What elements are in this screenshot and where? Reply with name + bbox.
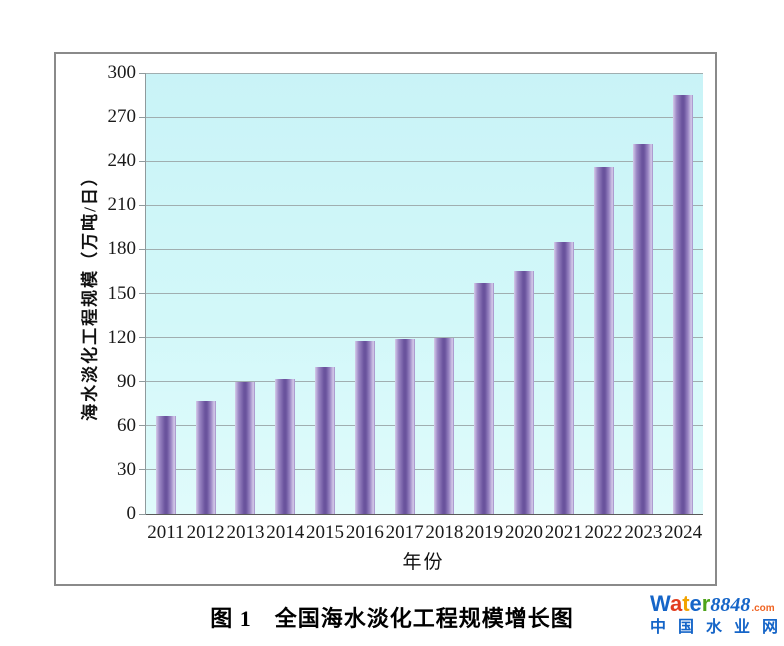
x-tick-label-2024: 2024 xyxy=(664,522,703,543)
bar-2023 xyxy=(633,143,654,514)
y-axis-tick-60 xyxy=(139,425,146,427)
x-tick-label-2021: 2021 xyxy=(544,522,583,543)
watermark-brand-word: Water xyxy=(650,592,710,616)
bar-2018 xyxy=(434,337,455,514)
y-tick-label-180: 180 xyxy=(107,238,137,260)
y-axis-tick-240 xyxy=(139,160,146,162)
y-axis-tick-120 xyxy=(139,337,146,339)
x-tick-label-2016: 2016 xyxy=(345,522,384,543)
gridline-270 xyxy=(146,116,703,118)
watermark-letter-t: t xyxy=(682,591,690,616)
y-tick-label-240: 240 xyxy=(107,150,137,172)
y-tick-label-300: 300 xyxy=(107,62,137,83)
gridline-210 xyxy=(146,204,703,206)
bar-2020 xyxy=(513,271,534,514)
bar-2022 xyxy=(593,167,614,514)
bar-2013 xyxy=(235,381,256,514)
watermark-letter-r: r xyxy=(701,591,711,616)
watermark-subtitle-char: 网 xyxy=(761,619,778,636)
x-tick-label-2015: 2015 xyxy=(306,522,345,543)
bar-2012 xyxy=(195,400,216,514)
gridline-240 xyxy=(146,160,703,162)
bar-2011 xyxy=(155,415,176,514)
x-tick-label-2020: 2020 xyxy=(504,522,543,543)
x-tick-label-2018: 2018 xyxy=(425,522,464,543)
watermark-subtitle: 中国水业网 xyxy=(650,619,778,637)
bar-2014 xyxy=(275,378,296,514)
gridline-90 xyxy=(146,381,703,383)
gridline-150 xyxy=(146,293,703,294)
bar-2021 xyxy=(553,242,574,514)
chart-frame: 海水淡化工程规模（万吨/日） 0 30 60 90 120 150 180 210 240 270… xyxy=(54,52,717,586)
x-axis-labels: 2011 2012 2013 2014 2015 2016 2017 2018 2019 2020… xyxy=(146,522,703,546)
y-tick-label-270: 270 xyxy=(107,106,137,128)
gridline-30 xyxy=(146,469,703,471)
bar-2024 xyxy=(673,95,694,514)
watermark-subtitle-char: 水 xyxy=(705,619,722,636)
figure-caption: 图 1 全国海水淡化工程规模增长图 xyxy=(210,606,574,631)
y-axis-tick-300 xyxy=(139,72,146,74)
x-axis-title: 年份 xyxy=(402,552,445,573)
y-axis-tick-30 xyxy=(139,469,146,471)
x-tick-label-2014: 2014 xyxy=(266,522,305,543)
y-axis-tick-90 xyxy=(139,381,146,383)
y-tick-label-60: 60 xyxy=(117,414,136,436)
watermark-letter-W: W xyxy=(650,591,670,616)
watermark-brand: Water 8848 .com xyxy=(650,592,782,617)
y-tick-label-30: 30 xyxy=(117,458,136,480)
y-axis-tick-150 xyxy=(139,293,146,294)
watermark-letter-e: e xyxy=(689,591,702,616)
gridline-60 xyxy=(146,425,703,427)
y-tick-label-120: 120 xyxy=(107,326,137,348)
y-axis-tick-210 xyxy=(139,204,146,206)
x-tick-label-2022: 2022 xyxy=(584,522,623,543)
gridline-120 xyxy=(146,337,703,339)
bar-2019 xyxy=(474,283,495,514)
y-axis-tick-180 xyxy=(139,248,146,250)
plot-area: 0 30 60 90 120 150 180 210 240 270 300 2011 2012 2013… xyxy=(108,62,703,543)
y-tick-label-90: 90 xyxy=(117,370,136,392)
watermark-brand-tld: .com xyxy=(751,603,775,614)
gridline-300 xyxy=(146,72,703,74)
gridline-180 xyxy=(146,248,703,250)
watermark-subtitle-char: 业 xyxy=(733,619,750,636)
y-tick-label-0: 0 xyxy=(126,503,137,524)
watermark-subtitle-char: 国 xyxy=(677,619,694,636)
y-axis-tick-0 xyxy=(139,513,146,515)
bar-2017 xyxy=(394,339,415,514)
watermark-logo: Water 8848 .com 中国水业网 xyxy=(650,592,782,642)
y-axis-tick-270 xyxy=(139,116,146,118)
watermark-brand-number: 8848 xyxy=(710,594,751,616)
watermark-letter-a: a xyxy=(669,591,683,616)
x-tick-label-2013: 2013 xyxy=(226,522,265,543)
y-tick-label-210: 210 xyxy=(107,194,137,216)
x-tick-label-2011: 2011 xyxy=(147,522,185,543)
bar-2016 xyxy=(354,340,375,514)
x-tick-label-2012: 2012 xyxy=(186,522,225,543)
y-tick-label-150: 150 xyxy=(107,282,137,304)
x-tick-label-2017: 2017 xyxy=(385,522,424,543)
x-tick-label-2019: 2019 xyxy=(465,522,504,543)
watermark-subtitle-char: 中 xyxy=(650,619,667,636)
x-tick-label-2023: 2023 xyxy=(624,522,663,543)
bar-2015 xyxy=(315,367,336,514)
